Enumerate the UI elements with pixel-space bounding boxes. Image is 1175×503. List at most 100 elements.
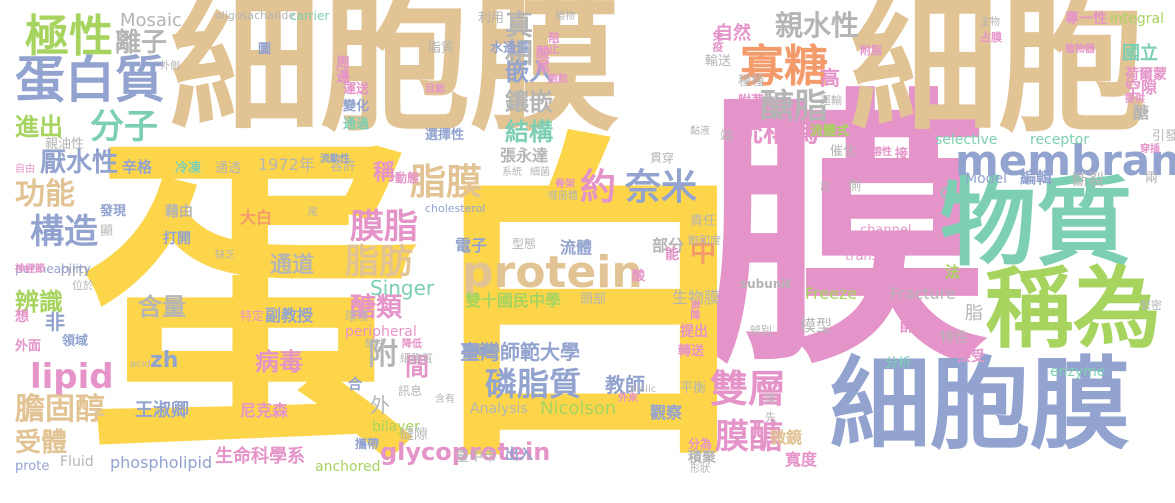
word: zh	[150, 348, 179, 373]
word: 水溶性	[862, 147, 892, 158]
word: 頭	[765, 394, 775, 405]
word: 占膜	[980, 31, 1002, 44]
word: 責任	[690, 214, 717, 229]
word: 膜醣	[715, 417, 783, 457]
word: 貫穿	[650, 151, 675, 165]
word: 積聚	[688, 450, 716, 466]
word: 植物	[555, 11, 575, 22]
word: Sialic	[630, 384, 657, 395]
word: 膜	[700, 66, 990, 403]
word: Fracture	[890, 284, 956, 303]
word: oligosacharide	[215, 9, 296, 22]
word: 細胞	[850, 0, 1146, 152]
word: 細胞質	[400, 352, 433, 365]
word: 部分	[652, 236, 685, 255]
word: Cell	[940, 186, 967, 202]
word: 特性	[940, 330, 968, 346]
word: 端	[720, 129, 734, 144]
word: 能	[665, 247, 679, 263]
word: 流感	[730, 232, 750, 243]
word: 酸尾	[534, 45, 550, 73]
word: 脂膜	[410, 162, 483, 203]
word: 荷爾蒙	[1125, 67, 1167, 83]
word: 合	[348, 377, 362, 393]
word: 醣	[1133, 103, 1150, 122]
word: 厭水性	[40, 148, 119, 178]
word: 轉送	[678, 344, 705, 359]
word: 冷凍	[175, 161, 202, 176]
word: 寬度	[785, 450, 818, 469]
word: permeability	[15, 262, 91, 276]
word: 辨別	[750, 324, 772, 337]
word: 外面	[15, 339, 42, 354]
word: transport	[845, 249, 906, 264]
word: 植物器	[1065, 44, 1095, 55]
word: 辨識	[15, 288, 63, 316]
word: 兩	[1145, 171, 1159, 186]
word: 藉由	[165, 204, 193, 220]
word: 雙十國民中學	[465, 291, 562, 310]
word: 教師	[605, 373, 645, 397]
word: 附	[368, 337, 398, 372]
word: 飽和度	[688, 234, 721, 247]
word: 極性	[25, 11, 113, 62]
word: 自然	[715, 23, 751, 44]
word: 醣類	[350, 293, 403, 323]
word: bilayer	[372, 419, 420, 435]
word: 雙層	[710, 367, 787, 411]
word: 酸性	[365, 339, 385, 350]
word: 噬菌體	[548, 191, 578, 202]
word: nm	[60, 260, 89, 281]
word: carrier	[290, 9, 330, 23]
word: 運送	[343, 82, 370, 97]
word: 辛格	[122, 158, 153, 176]
word: 想	[15, 309, 29, 325]
word: 功能	[15, 177, 75, 212]
word: 構造	[30, 212, 98, 252]
word: 張永達	[500, 146, 549, 165]
word: 微鏡	[770, 428, 803, 447]
word: 大白	[240, 208, 273, 227]
word: 生物膜	[672, 288, 721, 307]
word: 王淑卿	[135, 400, 189, 421]
word: Freeze	[805, 284, 858, 303]
word: 酸	[632, 269, 646, 284]
word: 醣脂	[760, 87, 828, 127]
word: 緊密	[1140, 299, 1162, 312]
word: 分析	[885, 356, 912, 371]
word: enzyme	[1050, 364, 1106, 380]
word: 阻止	[547, 32, 560, 54]
word: 單層	[462, 344, 489, 359]
word: 催化	[830, 144, 857, 159]
word: 鑲嵌	[505, 88, 553, 116]
word: 膜脂	[350, 207, 418, 247]
word: acid	[130, 359, 151, 370]
word: 尼克森	[240, 401, 289, 420]
word: 磷脂質	[485, 365, 582, 403]
word: 註	[820, 182, 830, 193]
word: 奈米	[625, 167, 698, 208]
word: subunit	[740, 277, 792, 291]
word: 屏障	[688, 300, 699, 320]
word: 流體式	[810, 124, 850, 139]
word: 病毒	[255, 348, 303, 376]
word: 種種	[738, 74, 765, 89]
word: 電子	[455, 236, 488, 255]
word: 物質	[940, 167, 1132, 279]
word: cholesterol	[425, 202, 486, 215]
word: 外來	[618, 393, 638, 404]
word: 利用	[478, 11, 505, 26]
word: Model	[965, 171, 1008, 187]
word: 攜帶	[355, 437, 380, 451]
word: 目能	[425, 84, 445, 95]
word: receptor	[1030, 132, 1090, 148]
word: 含量	[138, 293, 186, 321]
word: 流體	[560, 238, 593, 257]
word: 高	[820, 66, 840, 90]
word: 寡糖	[740, 41, 828, 92]
word: 專一性	[1065, 11, 1107, 27]
word: 特定	[240, 309, 265, 323]
word: 外側	[160, 61, 180, 72]
word: 酵素	[900, 316, 933, 335]
word: Mosaic	[120, 10, 182, 31]
